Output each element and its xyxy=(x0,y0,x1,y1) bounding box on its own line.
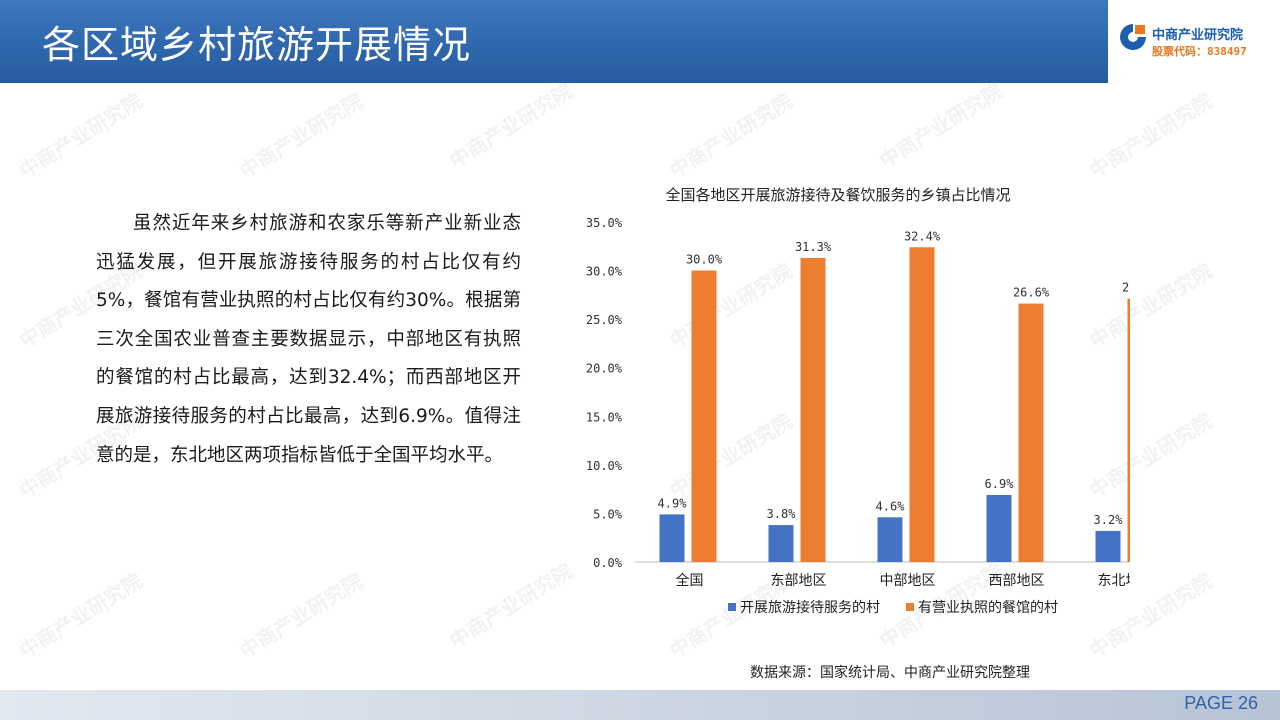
chart-title: 全国各地区开展旅游接待及餐饮服务的乡镇占比情况 xyxy=(665,186,1010,204)
y-tick-label: 10.0% xyxy=(586,459,623,473)
footer-bar xyxy=(0,690,1280,720)
bar xyxy=(800,257,826,562)
bar xyxy=(986,494,1012,562)
watermark-text: 中商产业研究院 xyxy=(445,558,577,654)
data-label: 4.6% xyxy=(876,499,906,513)
watermark-text: 中商产业研究院 xyxy=(15,568,147,664)
data-label: 3.2% xyxy=(1094,513,1124,527)
data-label: 27.1% xyxy=(1122,281,1130,295)
legend-label: 开展旅游接待服务的村 xyxy=(740,599,880,616)
header-bar: 各区域乡村旅游开展情况 xyxy=(0,0,1108,83)
data-label: 4.9% xyxy=(658,496,688,510)
watermark-text: 中商产业研究院 xyxy=(15,88,147,184)
company-logo-icon xyxy=(1120,24,1146,50)
data-label: 26.6% xyxy=(1013,286,1050,300)
x-tick-label: 全国 xyxy=(676,572,704,589)
logo-name: 中商产业研究院 xyxy=(1152,28,1244,43)
watermark-text: 中商产业研究院 xyxy=(875,78,1007,174)
watermark-text: 中商产业研究院 xyxy=(235,88,367,184)
watermark-text: 中商产业研究院 xyxy=(235,568,367,664)
y-tick-label: 15.0% xyxy=(586,410,623,424)
source-note: 数据来源：国家统计局、中商产业研究院整理 xyxy=(750,665,1030,681)
legend-swatch xyxy=(728,603,736,611)
bar xyxy=(691,270,717,562)
data-label: 6.9% xyxy=(985,477,1015,491)
y-tick-label: 25.0% xyxy=(586,313,623,327)
y-tick-label: 20.0% xyxy=(586,362,623,376)
bar-chart: 全国各地区开展旅游接待及餐饮服务的乡镇占比情况 0.0% 5.0% 10.0% 15.… xyxy=(586,186,1131,616)
y-tick-label: 5.0% xyxy=(593,507,623,521)
legend-swatch xyxy=(906,603,914,611)
data-label: 32.4% xyxy=(904,229,941,243)
y-tick-label: 0.0% xyxy=(593,556,623,570)
bar xyxy=(1127,298,1130,562)
legend-label: 有营业执照的餐馆的村 xyxy=(918,600,1058,616)
body-paragraph: 虽然近年来乡村旅游和农家乐等新产业新业态迅猛发展，但开展旅游接待服务的村占比仅有… xyxy=(96,213,521,466)
bar xyxy=(877,517,903,562)
bar xyxy=(768,525,794,562)
y-tick-label: 30.0% xyxy=(586,265,623,279)
watermark-text: 中商产业研究院 xyxy=(665,88,797,184)
x-tick-label: 西部地区 xyxy=(989,573,1045,589)
logo-stock-code: 股票代码：838497 xyxy=(1152,45,1247,58)
bar xyxy=(909,247,935,562)
x-tick-label: 中部地区 xyxy=(880,573,936,589)
watermark-text: 中商产业研究院 xyxy=(1085,88,1217,184)
page-number: PAGE 26 xyxy=(1184,693,1258,713)
x-tick-label: 东部地区 xyxy=(771,573,827,589)
page-title: 各区域乡村旅游开展情况 xyxy=(42,23,472,67)
bar xyxy=(1018,303,1044,562)
x-tick-label: 东北地区 xyxy=(1098,573,1131,589)
watermark-text: 中商产业研究院 xyxy=(445,78,577,174)
y-tick-label: 35.0% xyxy=(586,216,623,230)
data-label: 31.3% xyxy=(795,240,832,254)
data-label: 3.8% xyxy=(767,507,797,521)
data-label: 30.0% xyxy=(686,253,723,267)
bar xyxy=(659,514,685,562)
bar xyxy=(1095,530,1121,562)
